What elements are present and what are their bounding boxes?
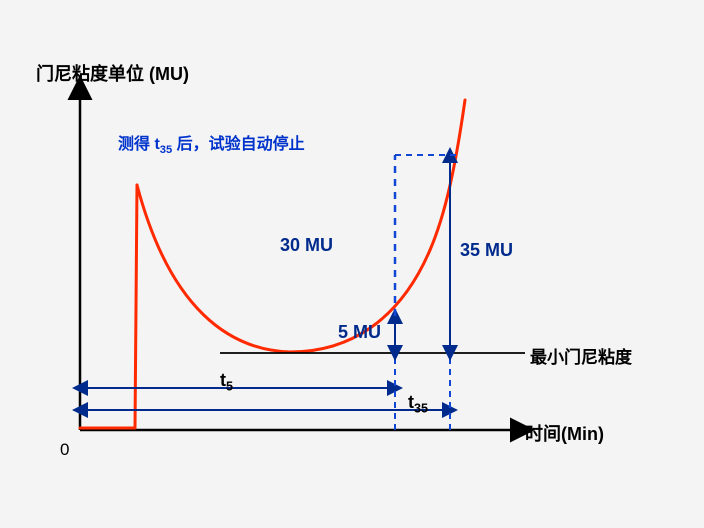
x-axis-title: 时间(Min): [525, 420, 604, 446]
mu35-label: 35 MU: [460, 240, 513, 261]
y-axis-title: 门尼粘度单位 (MU): [36, 60, 189, 86]
mu5-label: 5 MU: [338, 322, 381, 343]
diagram-canvas: 门尼粘度单位 (MU) 测得 t35 后，试验自动停止 30 MU 35 MU …: [0, 0, 704, 528]
origin-label: 0: [60, 440, 69, 460]
min-viscosity-label: 最小门尼粘度: [530, 343, 632, 368]
t5-label: t5: [220, 370, 233, 394]
t35-label: t35: [408, 392, 428, 416]
mu30-label: 30 MU: [280, 235, 333, 256]
stop-note: 测得 t35 后，试验自动停止: [118, 130, 305, 156]
